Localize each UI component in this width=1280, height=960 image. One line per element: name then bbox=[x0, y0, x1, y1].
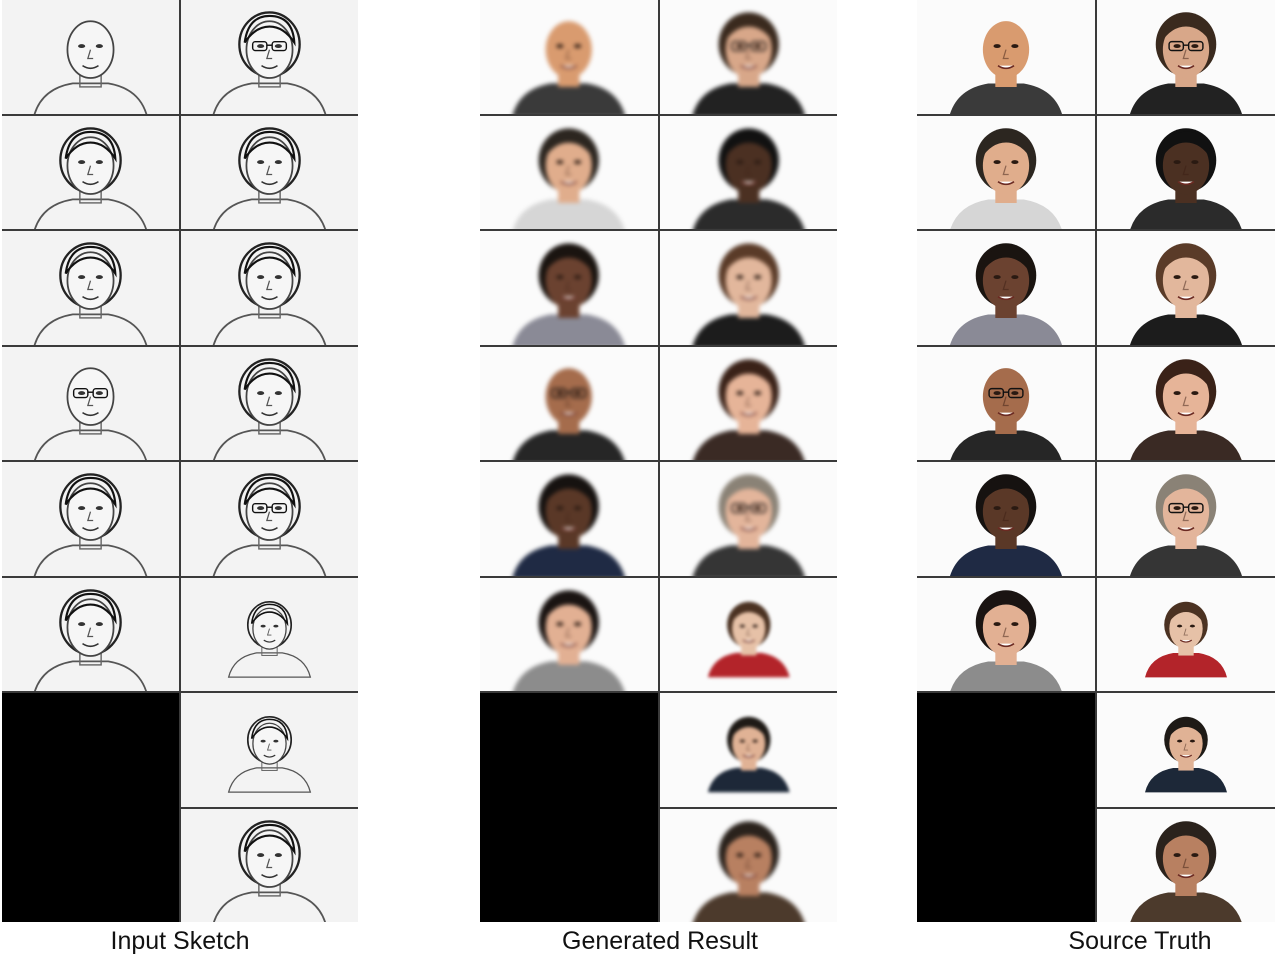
input-sketch-label: Input Sketch bbox=[110, 927, 250, 955]
generated-face-image bbox=[659, 693, 837, 807]
sketch-face-image bbox=[181, 693, 358, 807]
source-face-image bbox=[917, 577, 1095, 691]
generated-face-image bbox=[659, 346, 837, 460]
sketch-face-image bbox=[2, 0, 179, 114]
sketch-face-image bbox=[181, 231, 358, 345]
generated-face-image bbox=[659, 231, 837, 345]
generated-face-image bbox=[659, 577, 837, 691]
sketch-face-image bbox=[181, 115, 358, 229]
source-face-image bbox=[1097, 577, 1275, 691]
sketch-face-image bbox=[2, 577, 179, 691]
generated-face-image bbox=[659, 462, 837, 576]
source-face-image bbox=[1097, 808, 1275, 922]
sketch-face-image bbox=[2, 462, 179, 576]
generated-face-image bbox=[659, 0, 837, 114]
generated-face-image bbox=[480, 115, 658, 229]
sketch-face-image bbox=[181, 0, 358, 114]
sketch-face-image bbox=[181, 346, 358, 460]
sketch-face-image bbox=[2, 231, 179, 345]
source-face-image bbox=[1097, 0, 1275, 114]
sketch-face-image bbox=[2, 346, 179, 460]
generated-face-image bbox=[480, 577, 658, 691]
input-sketch-grid bbox=[2, 0, 358, 922]
source-face-image bbox=[1097, 231, 1275, 345]
generated-result-grid bbox=[480, 0, 837, 922]
generated-face-image bbox=[480, 0, 658, 114]
source-truth-panel bbox=[917, 0, 1275, 922]
source-face-image bbox=[917, 462, 1095, 576]
sketch-face-image bbox=[181, 808, 358, 922]
source-face-image bbox=[1097, 346, 1275, 460]
source-face-image bbox=[1097, 115, 1275, 229]
source-face-image bbox=[917, 231, 1095, 345]
black-placeholder-block bbox=[480, 693, 658, 922]
source-face-image bbox=[917, 346, 1095, 460]
generated-face-image bbox=[659, 808, 837, 922]
black-placeholder-block bbox=[917, 693, 1095, 922]
generated-face-image bbox=[659, 115, 837, 229]
input-sketch-panel bbox=[2, 0, 358, 922]
generated-result-label: Generated Result bbox=[562, 927, 758, 955]
black-placeholder-block bbox=[2, 693, 179, 922]
source-face-image bbox=[1097, 462, 1275, 576]
generated-face-image bbox=[480, 231, 658, 345]
source-truth-label: Source Truth bbox=[1068, 927, 1212, 955]
source-face-image bbox=[917, 0, 1095, 114]
sketch-face-image bbox=[181, 462, 358, 576]
source-face-image bbox=[1097, 693, 1275, 807]
generated-face-image bbox=[480, 346, 658, 460]
source-face-image bbox=[917, 115, 1095, 229]
generated-result-panel bbox=[480, 0, 837, 922]
source-truth-grid bbox=[917, 0, 1275, 922]
sketch-face-image bbox=[2, 115, 179, 229]
generated-face-image bbox=[480, 462, 658, 576]
sketch-face-image bbox=[181, 577, 358, 691]
